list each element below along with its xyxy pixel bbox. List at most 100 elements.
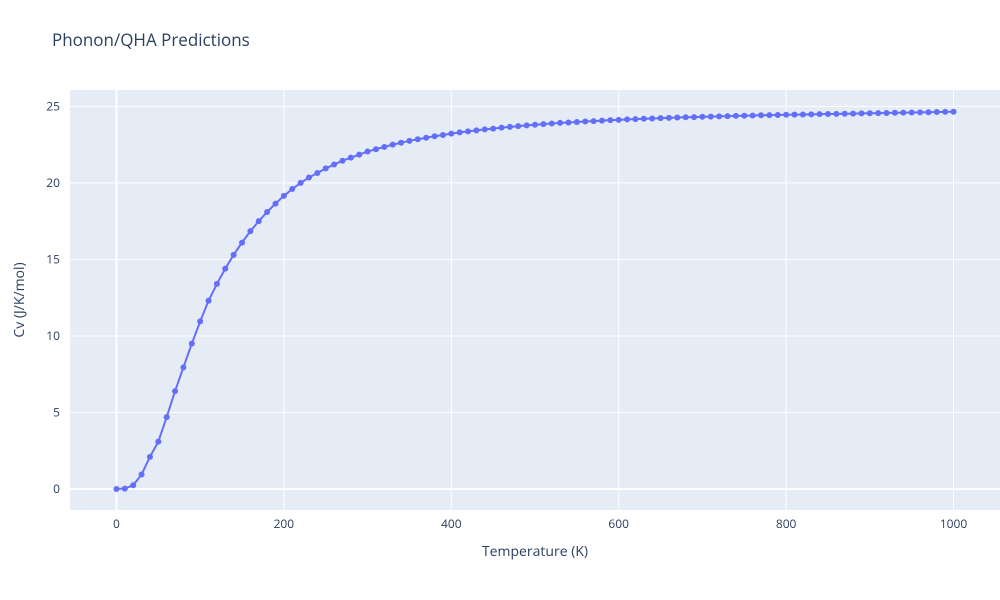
data-point[interactable] [314,170,320,176]
data-point[interactable] [507,124,513,130]
data-point[interactable] [909,110,915,116]
data-point[interactable] [415,136,421,142]
data-point[interactable] [833,111,839,117]
data-point[interactable] [791,112,797,118]
data-point[interactable] [423,135,429,141]
data-point[interactable] [766,112,772,118]
data-point[interactable] [356,152,362,158]
data-point[interactable] [708,114,714,120]
data-point[interactable] [741,113,747,119]
data-point[interactable] [884,110,890,116]
data-point[interactable] [457,129,463,135]
data-point[interactable] [432,133,438,139]
data-point[interactable] [565,119,571,125]
data-point[interactable] [247,228,253,234]
data-point[interactable] [306,175,312,181]
data-point[interactable] [532,122,538,128]
data-point[interactable] [323,165,329,171]
data-point[interactable] [256,218,262,224]
data-point[interactable] [892,110,898,116]
data-point[interactable] [540,121,546,127]
data-point[interactable] [172,388,178,394]
data-point[interactable] [649,115,655,121]
data-point[interactable] [398,140,404,146]
data-point[interactable] [599,118,605,124]
data-point[interactable] [281,193,287,199]
data-point[interactable] [465,128,471,134]
data-point[interactable] [273,201,279,207]
data-point[interactable] [658,115,664,121]
data-point[interactable] [113,486,119,492]
data-point[interactable] [624,116,630,122]
data-point[interactable] [197,318,203,324]
data-point[interactable] [448,131,454,137]
data-point[interactable] [875,110,881,116]
data-point[interactable] [574,119,580,125]
data-point[interactable] [239,240,245,246]
data-point[interactable] [331,162,337,168]
data-point[interactable] [440,132,446,138]
data-point[interactable] [473,127,479,133]
data-point[interactable] [515,123,521,129]
data-point[interactable] [557,120,563,126]
data-point[interactable] [591,118,597,124]
data-point[interactable] [616,117,622,123]
data-point[interactable] [524,122,530,128]
data-point[interactable] [264,209,270,215]
data-point[interactable] [951,109,957,115]
data-point[interactable] [222,266,228,272]
data-point[interactable] [130,482,136,488]
data-point[interactable] [373,146,379,152]
data-point[interactable] [231,252,237,258]
data-point[interactable] [900,110,906,116]
data-point[interactable] [825,111,831,117]
data-point[interactable] [925,109,931,115]
data-point[interactable] [691,114,697,120]
data-point[interactable] [758,112,764,118]
data-point[interactable] [683,114,689,120]
data-point[interactable] [339,158,345,164]
data-point[interactable] [850,111,856,117]
data-point[interactable] [641,116,647,122]
data-point[interactable] [289,186,295,192]
data-point[interactable] [206,298,212,304]
data-point[interactable] [549,121,555,127]
data-point[interactable] [381,144,387,150]
data-point[interactable] [139,471,145,477]
data-point[interactable] [582,119,588,125]
data-point[interactable] [406,138,412,144]
data-point[interactable] [180,364,186,370]
data-point[interactable] [867,110,873,116]
data-point[interactable] [348,155,354,161]
data-point[interactable] [155,439,161,445]
data-point[interactable] [164,414,170,420]
data-point[interactable] [214,281,220,287]
data-point[interactable] [842,111,848,117]
data-point[interactable] [147,454,153,460]
data-point[interactable] [499,125,505,131]
data-point[interactable] [607,117,613,123]
data-point[interactable] [942,109,948,115]
data-point[interactable] [817,111,823,117]
data-point[interactable] [490,126,496,132]
data-point[interactable] [808,111,814,117]
data-point[interactable] [716,113,722,119]
data-point[interactable] [298,180,304,186]
data-point[interactable] [917,109,923,115]
data-point[interactable] [666,115,672,121]
data-point[interactable] [783,112,789,118]
data-point[interactable] [674,115,680,121]
data-point[interactable] [725,113,731,119]
data-point[interactable] [699,114,705,120]
data-point[interactable] [775,112,781,118]
data-point[interactable] [934,109,940,115]
data-point[interactable] [122,486,128,492]
data-point[interactable] [365,149,371,155]
data-point[interactable] [858,110,864,116]
data-point[interactable] [750,113,756,119]
data-point[interactable] [390,142,396,148]
plot-area[interactable]: 020040060080010000510152025Temperature (… [0,0,1000,600]
data-point[interactable] [482,126,488,132]
data-point[interactable] [632,116,638,122]
data-point[interactable] [733,113,739,119]
